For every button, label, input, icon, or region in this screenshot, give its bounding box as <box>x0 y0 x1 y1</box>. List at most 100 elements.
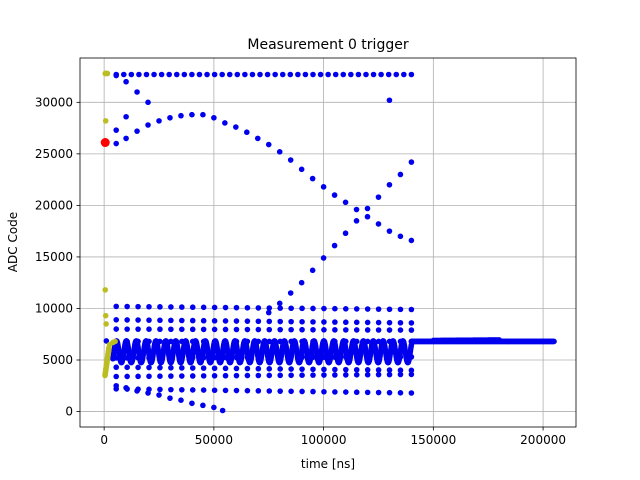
data-point <box>408 320 415 326</box>
data-point <box>135 303 141 310</box>
data-point <box>385 71 392 78</box>
data-point <box>173 71 180 78</box>
data-point <box>288 318 294 325</box>
data-point <box>200 317 207 324</box>
data-point <box>408 159 415 165</box>
data-point <box>386 371 393 378</box>
data-point <box>200 365 207 371</box>
data-point <box>200 373 207 379</box>
data-point <box>363 71 369 78</box>
data-point <box>343 306 349 312</box>
y-axis: 0 5000 10000 15000 20000 25000 30000 <box>35 96 80 419</box>
data-point <box>244 365 251 372</box>
x-tick-label: 150000 <box>410 433 456 447</box>
data-point <box>113 382 120 389</box>
data-point <box>386 306 393 313</box>
data-point <box>113 326 120 332</box>
data-point <box>157 326 163 333</box>
data-point <box>353 319 360 326</box>
data-point <box>298 166 305 173</box>
data-point <box>317 71 324 78</box>
data-point <box>222 304 229 311</box>
data-point <box>266 372 273 379</box>
data-point <box>321 372 327 378</box>
data-point <box>167 114 173 121</box>
data-point <box>222 326 229 333</box>
data-point <box>244 129 250 136</box>
data-point <box>353 306 360 312</box>
data-point <box>310 71 316 78</box>
data-point <box>393 71 400 78</box>
data-point <box>397 233 404 240</box>
data-point <box>151 71 157 78</box>
data-point <box>343 319 349 326</box>
data-point <box>353 366 360 373</box>
data-point <box>277 326 284 333</box>
grid <box>80 58 576 427</box>
data-point <box>255 365 262 372</box>
data-point <box>189 387 196 393</box>
y-tick-label: 10000 <box>35 302 73 316</box>
data-point <box>222 387 229 394</box>
data-point <box>277 388 284 394</box>
data-point <box>211 365 218 372</box>
data-point <box>255 326 262 333</box>
data-point <box>277 305 284 311</box>
data-point <box>226 71 233 78</box>
data-point <box>353 327 360 333</box>
data-point <box>233 318 240 324</box>
data-point <box>386 367 393 373</box>
data-point <box>244 318 251 324</box>
data-point <box>321 327 327 333</box>
data-point <box>123 385 129 391</box>
data-point <box>222 372 229 379</box>
data-point <box>211 318 218 324</box>
data-point <box>299 318 305 325</box>
x-axis-label: time [ns] <box>301 457 355 471</box>
data-point <box>145 99 151 106</box>
data-point <box>310 366 316 373</box>
data-point <box>353 218 360 224</box>
data-point <box>288 305 294 312</box>
data-point <box>168 317 174 324</box>
data-point <box>167 395 173 401</box>
data-point <box>158 71 165 78</box>
data-point <box>113 303 120 310</box>
data-point <box>299 372 305 379</box>
data-point <box>348 71 354 78</box>
data-point <box>364 327 371 333</box>
data-point <box>287 157 294 163</box>
data-point <box>276 300 283 307</box>
data-point <box>123 135 129 142</box>
data-point <box>189 365 196 371</box>
x-tick-label: 200000 <box>520 433 566 447</box>
data-point <box>233 365 240 372</box>
data-point <box>112 338 118 345</box>
data-point <box>135 326 141 332</box>
y-tick-label: 15000 <box>35 250 73 264</box>
data-point <box>266 318 273 325</box>
data-point <box>103 338 110 344</box>
data-point <box>200 304 207 311</box>
data-point <box>211 373 218 379</box>
data-point <box>219 71 225 78</box>
data-point <box>200 326 207 333</box>
data-point <box>103 321 109 327</box>
data-point <box>157 317 163 324</box>
data-point <box>343 366 349 373</box>
data-point <box>242 71 248 78</box>
data-point <box>113 127 120 133</box>
data-point <box>397 390 404 396</box>
data-point <box>136 71 142 78</box>
data-point <box>298 279 305 286</box>
data-point <box>397 327 404 333</box>
data-point <box>113 317 120 323</box>
data-point <box>332 319 338 325</box>
data-point <box>146 303 152 310</box>
data-point <box>120 71 127 78</box>
data-point <box>375 306 382 312</box>
x-tick-label: 0 <box>100 433 108 447</box>
data-point <box>551 338 557 345</box>
data-point <box>168 326 174 333</box>
data-point <box>331 242 338 249</box>
